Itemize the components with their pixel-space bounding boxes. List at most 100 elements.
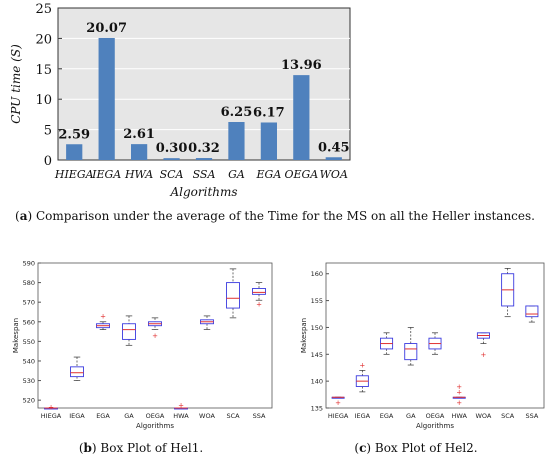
data-label: 2.61 — [123, 127, 155, 142]
data-label: 13.96 — [281, 58, 322, 73]
caption-b-letter: b — [83, 441, 92, 455]
bar — [293, 75, 310, 160]
y-tick-label: 590 — [23, 260, 35, 268]
y-tick-label: 540 — [23, 357, 35, 365]
y-tick-label: 570 — [23, 299, 35, 307]
outlier-marker: + — [335, 399, 341, 407]
x-tick-label: EGA — [96, 412, 110, 420]
outlier-marker: + — [100, 312, 106, 320]
x-tick-label: IEGA — [91, 168, 121, 181]
x-tick-label: SCA — [160, 168, 184, 181]
bar — [228, 122, 245, 160]
y-tick-label: 140 — [311, 378, 323, 386]
outlier-marker: + — [456, 388, 462, 396]
box — [70, 366, 84, 378]
y-tick-label: 0 — [44, 154, 52, 169]
y-tick-label: 150 — [311, 324, 323, 332]
x-tick-label: HIEGA — [41, 412, 62, 420]
outlier-marker: + — [359, 362, 365, 370]
caption-b: (b) Box Plot of Hel1. — [78, 441, 204, 455]
x-tick-label: SCA — [226, 412, 240, 420]
x-tick-label: GA — [124, 412, 134, 420]
x-axis-label: Algorithms — [136, 422, 174, 430]
data-label: 6.25 — [221, 105, 253, 120]
y-tick-label: 155 — [311, 297, 323, 305]
x-tick-label: EGA — [256, 168, 282, 181]
caption-c: (c) Box Plot of Hel2. — [354, 441, 478, 455]
box — [525, 305, 539, 318]
data-label: 0.30 — [156, 141, 188, 156]
x-tick-label: SSA — [525, 412, 538, 420]
outlier-marker: + — [456, 383, 462, 391]
y-tick-label: 580 — [23, 279, 35, 287]
outlier-marker: + — [48, 404, 54, 412]
bar — [260, 122, 277, 160]
caption-a: (a) Comparison under the average of the … — [15, 209, 535, 223]
caption-a-text: Comparison under the average of the Time… — [35, 209, 535, 223]
outlier-marker: + — [178, 402, 184, 410]
y-tick-label: 5 — [44, 124, 52, 139]
plot-area — [325, 262, 545, 409]
y-axis-label: Makespan — [300, 318, 308, 353]
y-tick-label: 10 — [35, 93, 52, 108]
caption-c-text: Box Plot of Hel2. — [374, 441, 478, 455]
outlier-marker: + — [481, 351, 487, 359]
x-tick-label: WOA — [320, 168, 348, 181]
x-axis-label: Algorithms — [169, 185, 237, 199]
x-tick-label: WOA — [475, 412, 491, 420]
x-tick-label: IEGA — [69, 412, 85, 420]
y-tick-label: 20 — [35, 32, 52, 47]
outlier-marker: + — [152, 332, 158, 340]
y-axis-label: CPU time (S) — [9, 44, 23, 124]
bar — [325, 157, 342, 160]
data-label: 0.45 — [318, 140, 350, 155]
y-tick-label: 560 — [23, 318, 35, 326]
data-label: 0.32 — [188, 141, 220, 156]
y-tick-label: 520 — [23, 397, 35, 405]
x-tick-label: HWA — [124, 168, 153, 181]
x-tick-label: SSA — [253, 412, 266, 420]
x-tick-label: HIEGA — [328, 412, 349, 420]
x-tick-label: HWA — [173, 412, 189, 420]
box — [122, 323, 136, 340]
x-tick-label: GA — [228, 168, 245, 181]
x-tick-label: WOA — [199, 412, 215, 420]
x-tick-label: SCA — [501, 412, 515, 420]
x-tick-label: OEGA — [284, 168, 318, 181]
x-tick-label: IEGA — [355, 412, 371, 420]
caption-a-letter: a — [19, 209, 28, 223]
bar — [131, 144, 148, 160]
outlier-marker: + — [256, 301, 262, 309]
y-tick-label: 135 — [311, 405, 323, 413]
x-tick-label: HWA — [452, 412, 468, 420]
x-tick-label: HIEGA — [54, 168, 94, 181]
x-tick-label: EGA — [380, 412, 394, 420]
x-tick-label: OEGA — [426, 412, 445, 420]
y-tick-label: 550 — [23, 338, 35, 346]
bar — [163, 158, 180, 160]
box — [404, 343, 418, 361]
y-tick-label: 530 — [23, 377, 35, 385]
x-tick-label: SSA — [193, 168, 216, 181]
box — [226, 282, 240, 309]
outlier-marker: + — [456, 399, 462, 407]
x-tick-label: GA — [406, 412, 416, 420]
y-tick-label: 25 — [35, 2, 52, 17]
y-tick-label: 145 — [311, 351, 323, 359]
bar — [98, 37, 115, 161]
bar — [66, 144, 83, 160]
y-tick-label: 160 — [311, 270, 323, 278]
x-tick-label: OEGA — [146, 412, 165, 420]
data-label: 6.17 — [253, 105, 285, 120]
plot-area — [37, 262, 273, 409]
caption-c-letter: c — [359, 441, 367, 455]
caption-b-text: Box Plot of Hel1. — [100, 441, 204, 455]
data-label: 20.07 — [86, 21, 127, 36]
x-axis-label: Algorithms — [416, 422, 454, 430]
data-label: 2.59 — [58, 127, 90, 142]
y-axis-label: Makespan — [12, 318, 20, 353]
box — [252, 288, 266, 295]
